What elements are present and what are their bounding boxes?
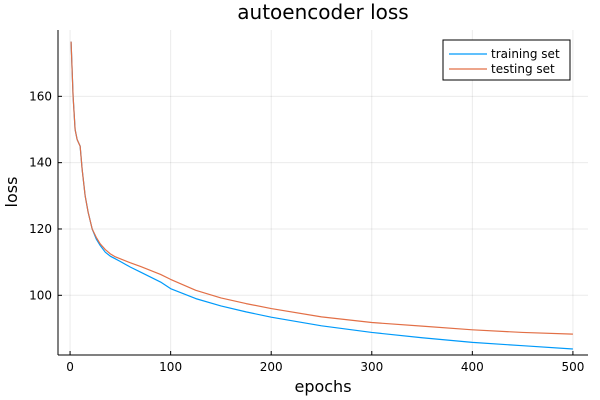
x-tick-label: 200 bbox=[260, 360, 283, 374]
x-axis-label: epochs bbox=[294, 377, 351, 396]
axes: 0 100 200 300 400 500 100 120 140 160 bbox=[29, 30, 588, 374]
testing-series-line bbox=[70, 41, 573, 335]
legend-box bbox=[442, 39, 571, 81]
series-layer bbox=[70, 41, 573, 350]
y-tick-label: 100 bbox=[29, 288, 52, 302]
legend-label-training: training set bbox=[491, 47, 560, 61]
y-axis-label: loss bbox=[2, 177, 21, 208]
grid bbox=[58, 30, 588, 355]
legend: training set testing set bbox=[442, 39, 571, 81]
y-tick-label: 140 bbox=[29, 156, 52, 170]
x-tick-label: 300 bbox=[360, 360, 383, 374]
x-tick-label: 0 bbox=[66, 360, 74, 374]
x-tick-label: 400 bbox=[461, 360, 484, 374]
chart-title: autoencoder loss bbox=[237, 0, 408, 24]
legend-label-testing: testing set bbox=[491, 62, 555, 76]
x-tick-label: 500 bbox=[561, 360, 584, 374]
x-tick-label: 100 bbox=[159, 360, 182, 374]
y-tick-label: 120 bbox=[29, 222, 52, 236]
training-series-line bbox=[70, 41, 573, 350]
y-tick-label: 160 bbox=[29, 89, 52, 103]
